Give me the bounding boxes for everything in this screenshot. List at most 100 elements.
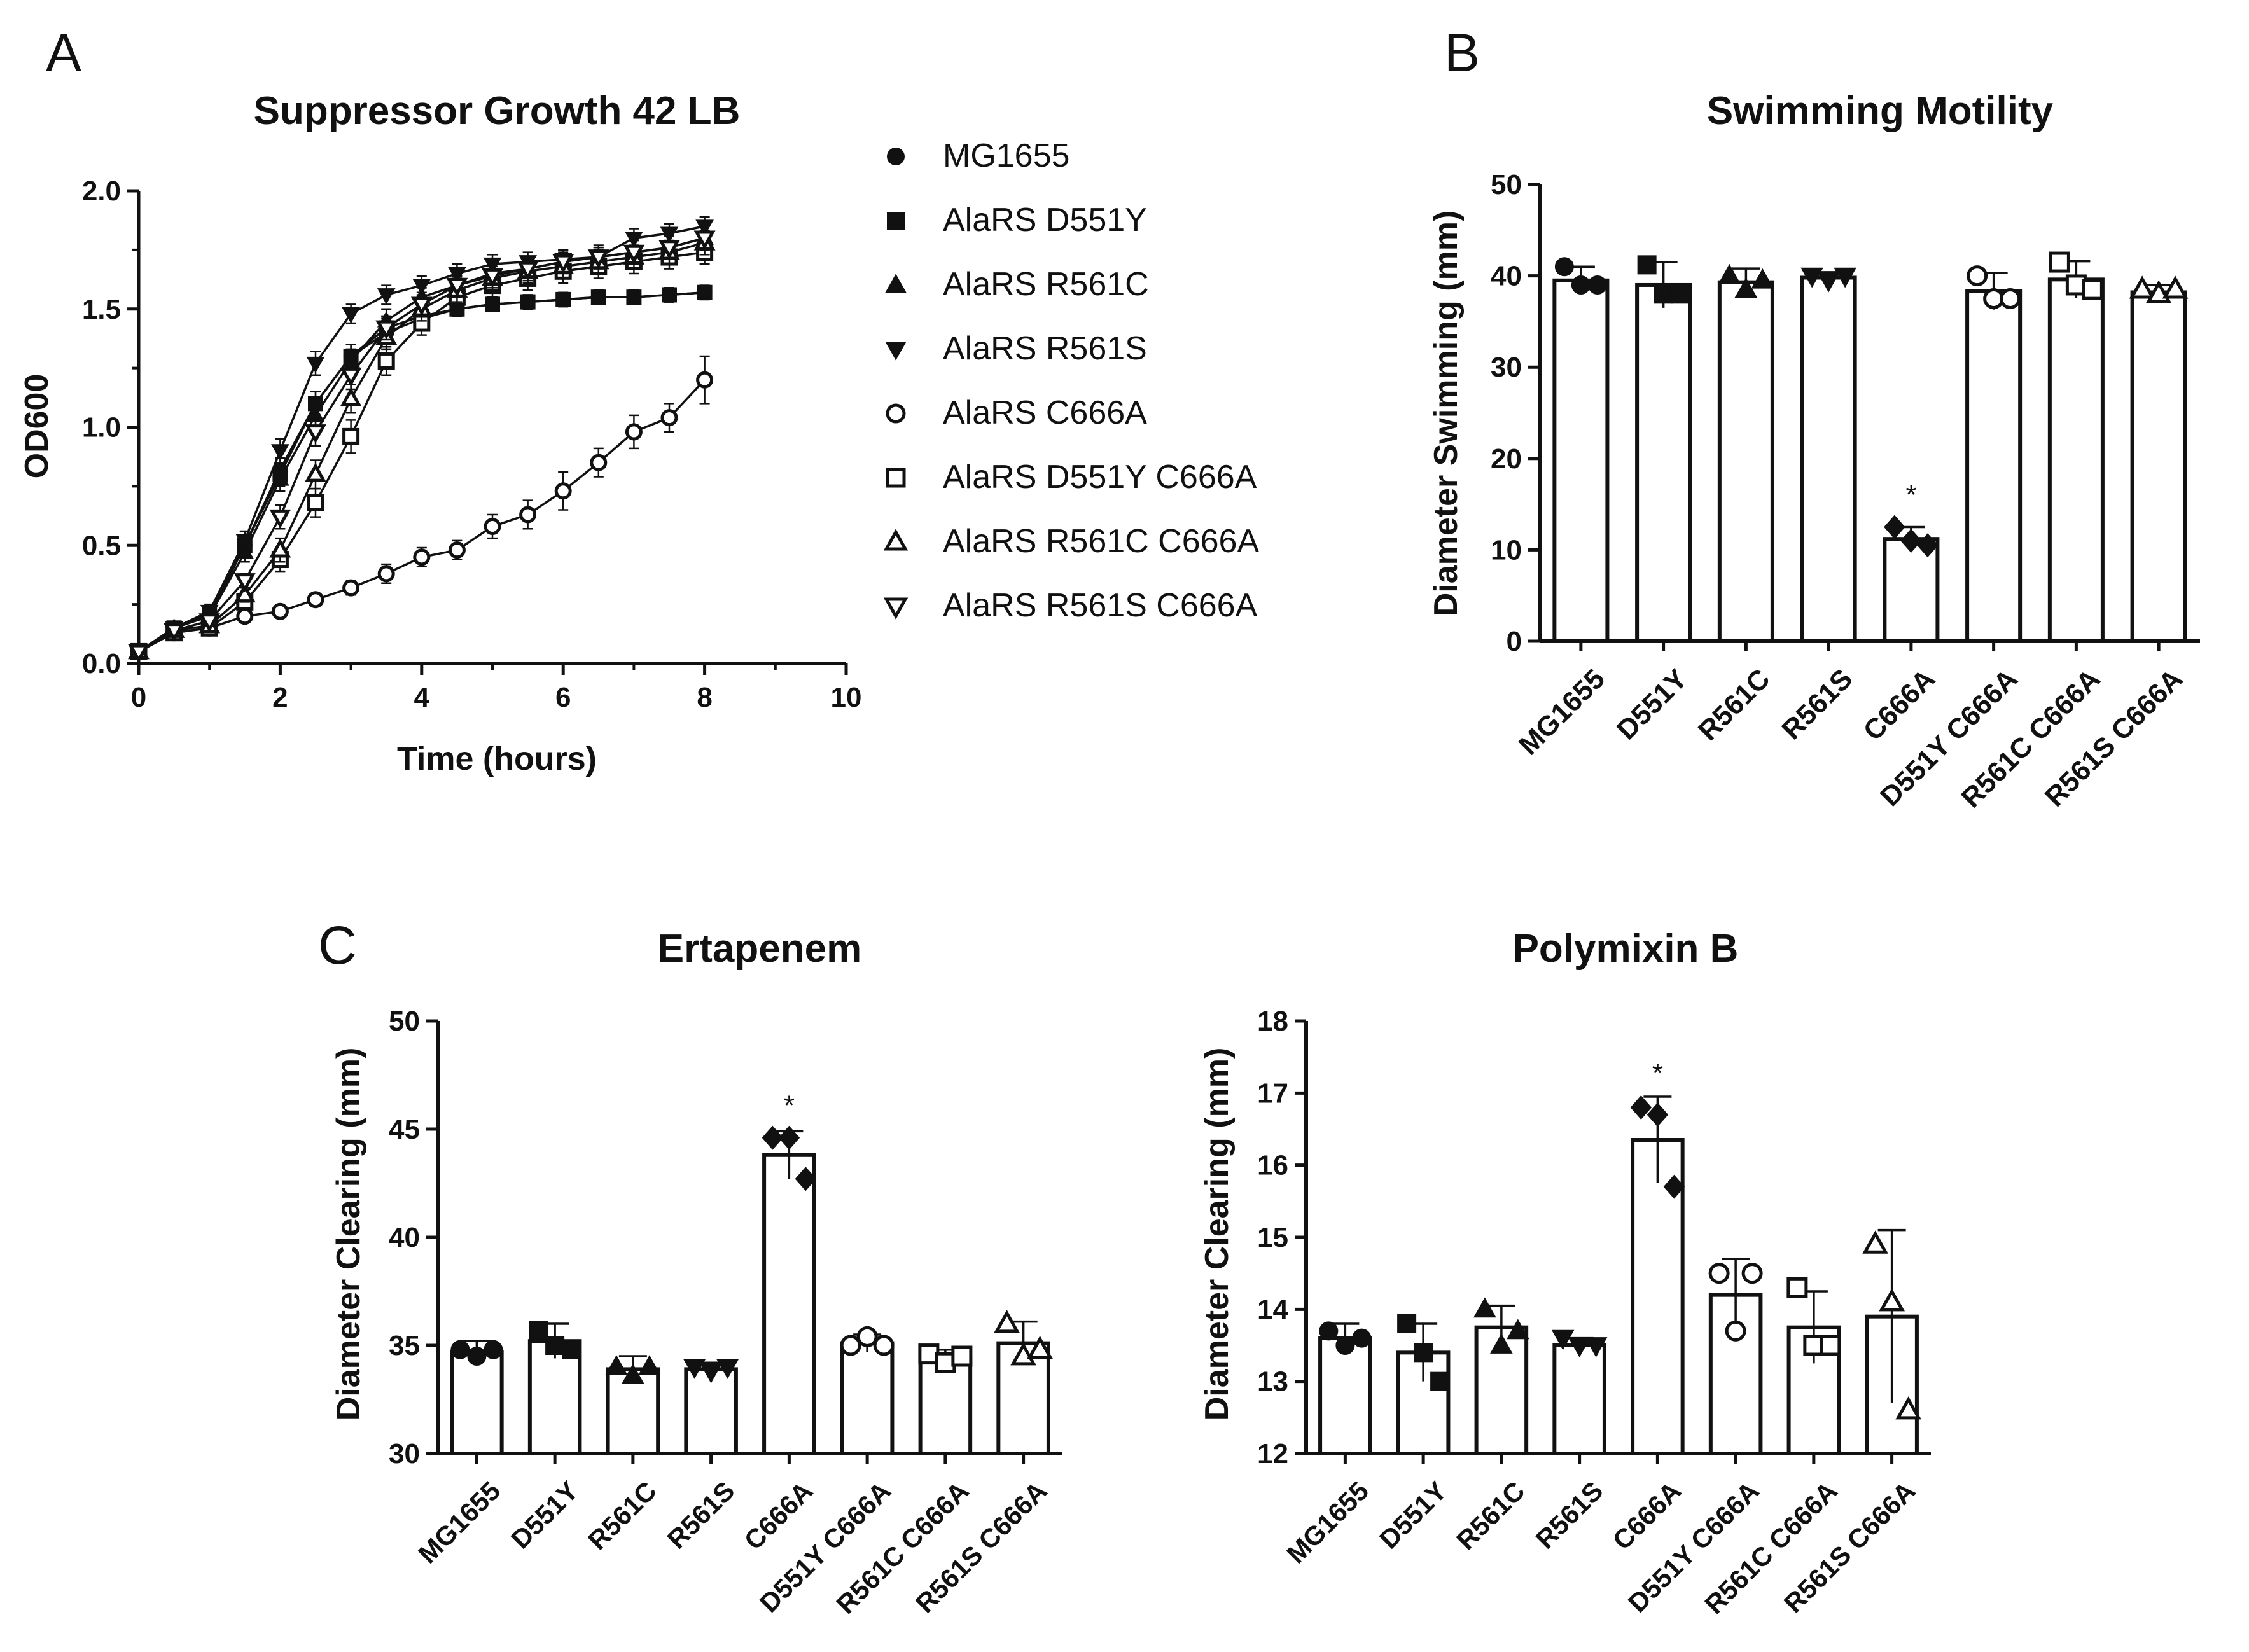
data-point <box>1862 1230 1888 1254</box>
data-point <box>626 289 642 305</box>
y-tick-label: 14 <box>1257 1294 1288 1325</box>
data-point <box>562 1340 581 1359</box>
data-point <box>271 469 289 486</box>
data-point <box>1967 265 1988 287</box>
x-tick-label: R561C <box>1451 1476 1531 1556</box>
legend-label: MG1655 <box>943 137 1069 174</box>
x-tick-label: C666A <box>739 1476 819 1556</box>
bar <box>1717 280 1774 644</box>
y-tick-label: 18 <box>1257 1006 1288 1037</box>
legend-label: AlaRS D551Y C666A <box>943 459 1257 496</box>
data-point <box>1647 1102 1669 1127</box>
x-tick-label: C666A <box>1858 663 1941 746</box>
bar <box>1552 278 1610 643</box>
y-tick-label: 20 <box>1491 443 1522 475</box>
data-point <box>1630 1095 1652 1120</box>
data-point <box>840 1335 861 1356</box>
chart-c2-title: Polymixin B <box>1513 927 1739 971</box>
data-point <box>1670 284 1690 304</box>
legend-marker <box>885 274 907 293</box>
data-point <box>1917 533 1939 558</box>
data-point <box>2000 288 2021 309</box>
bar <box>1635 282 1692 643</box>
data-point <box>623 244 645 264</box>
data-point <box>485 296 500 312</box>
y-tick-label: 13 <box>1257 1366 1288 1398</box>
chart-a-x-tick-label: 6 <box>555 682 571 713</box>
data-point <box>1751 268 1774 289</box>
data-point <box>484 518 501 536</box>
ertapenem-chart: Ertapenem Diameter Clearing (mm) 30 35 40 4… <box>330 927 1062 1620</box>
data-point <box>696 371 714 389</box>
data-point <box>778 1125 800 1150</box>
data-point <box>2082 279 2103 300</box>
data-point <box>994 1310 1020 1333</box>
data-point <box>269 509 291 529</box>
data-point <box>1895 1396 1921 1420</box>
significance-marker: * <box>1652 1058 1663 1089</box>
chart-b-title: Swimming Motility <box>1707 89 2054 133</box>
data-point <box>305 462 326 482</box>
data-point <box>1335 1336 1355 1355</box>
data-point <box>1027 1335 1053 1359</box>
data-point <box>482 268 503 288</box>
data-point <box>1900 529 1922 553</box>
series-1 <box>131 284 713 660</box>
chart-c2-ylabel: Diameter Clearing (mm) <box>1199 1048 1236 1421</box>
data-point <box>520 294 536 310</box>
y-tick-label: 15 <box>1257 1222 1288 1253</box>
data-point <box>1352 1328 1372 1348</box>
data-point <box>200 604 219 621</box>
x-tick-label: MG1655 <box>412 1476 506 1569</box>
y-tick-label: 50 <box>389 1006 420 1037</box>
data-point <box>305 424 326 444</box>
data-point <box>587 249 609 269</box>
data-point <box>1584 1337 1608 1357</box>
significance-marker: * <box>1905 480 1916 511</box>
series-line <box>138 379 706 653</box>
legend-marker <box>887 148 905 165</box>
y-tick-label: 10 <box>1491 534 1522 566</box>
data-point <box>1663 1174 1685 1199</box>
data-point <box>658 240 680 260</box>
data-point <box>342 579 360 597</box>
y-tick-label: 40 <box>389 1222 420 1253</box>
legend-label: AlaRS R561C C666A <box>943 523 1259 560</box>
data-point <box>375 320 398 340</box>
y-tick-label: 45 <box>389 1114 420 1145</box>
bar <box>1965 289 2023 643</box>
chart-a-ylabel: OD600 <box>18 374 55 479</box>
data-point <box>128 644 150 663</box>
data-point <box>1637 255 1657 275</box>
data-point <box>555 291 571 307</box>
data-point <box>552 254 574 274</box>
data-point <box>1879 1288 1905 1312</box>
data-point <box>1507 1319 1529 1340</box>
polymixin-b-chart: Polymixin B Diameter Clearing (mm) 12 13 1… <box>1199 927 1931 1620</box>
data-point <box>660 226 679 244</box>
x-tick-label: R561S <box>1529 1476 1608 1555</box>
y-tick-label: 35 <box>389 1330 420 1361</box>
data-point <box>1587 275 1607 295</box>
legend-label: AlaRS R561S C666A <box>943 587 1258 624</box>
data-point <box>450 1340 470 1359</box>
data-point <box>484 1340 503 1359</box>
data-point <box>662 287 677 303</box>
x-tick-label: R561S <box>661 1476 740 1555</box>
bar <box>1552 1343 1606 1455</box>
legend-label: AlaRS R561C <box>943 266 1149 303</box>
legend-label: AlaRS R561S <box>943 330 1147 367</box>
legend-marker <box>886 403 906 424</box>
chart-a-y-tick-label: 2.0 <box>82 176 121 207</box>
data-point <box>198 613 221 633</box>
data-point <box>590 454 608 471</box>
data-point <box>1718 263 1741 284</box>
bar <box>450 1350 504 1455</box>
series-7 <box>128 225 716 663</box>
data-point <box>1734 277 1758 298</box>
y-tick-label: 12 <box>1257 1438 1288 1469</box>
series-0 <box>131 284 713 660</box>
data-point <box>235 534 254 551</box>
x-tick-label: R561C C666A <box>1956 663 2106 814</box>
